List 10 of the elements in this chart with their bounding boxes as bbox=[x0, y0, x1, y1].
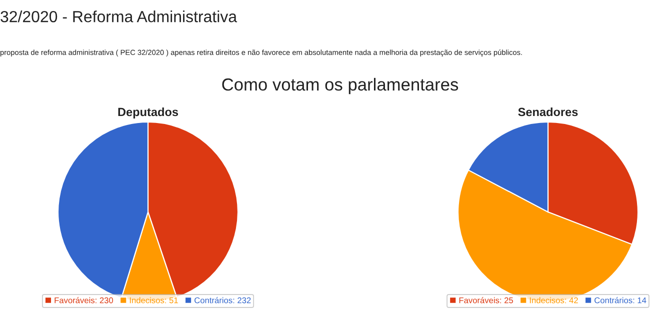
text: Como votam os parlamentares bbox=[222, 78, 458, 94]
legend-label: Indecisos: 42 bbox=[530, 297, 578, 304]
legend-label: Indecisos: 51 bbox=[130, 297, 178, 304]
chart-title: Senadores bbox=[518, 107, 578, 116]
legend-label: Favoráveis: 25 bbox=[459, 297, 514, 304]
chart-title: Deputados bbox=[118, 107, 178, 118]
text: 32/2020 - Reforma Administrativa bbox=[0, 10, 238, 22]
legend-label: Contrários: 232 bbox=[194, 297, 251, 304]
legend-label: Favoráveis: 230 bbox=[54, 297, 114, 304]
legend-label: Contrários: 14 bbox=[594, 297, 646, 304]
